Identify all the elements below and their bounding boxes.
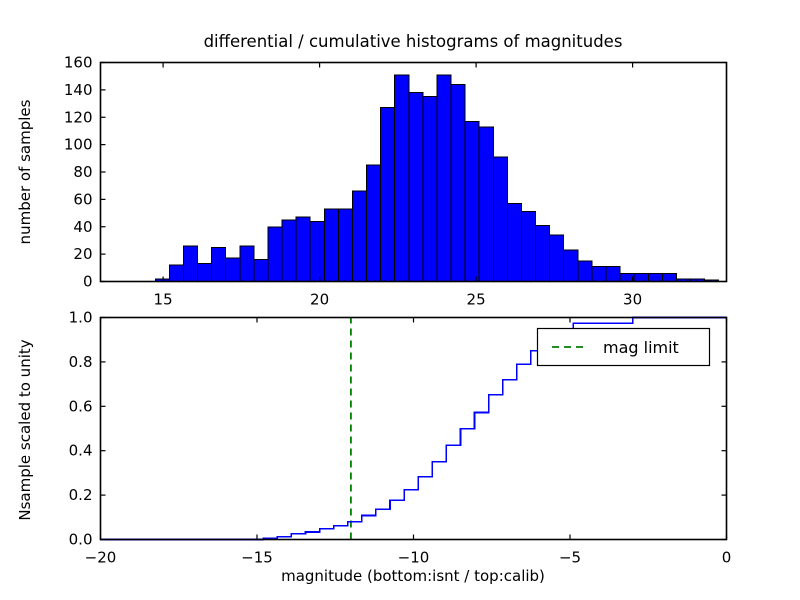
histogram-bar: [367, 165, 381, 281]
bottom-y-axis-label: Nsample scaled to unity: [16, 339, 34, 520]
figure-title: differential / cumulative histograms of …: [204, 32, 623, 51]
x-tick-label: 25: [467, 291, 486, 309]
y-tick-label: 60: [73, 190, 92, 208]
histogram-bar: [437, 75, 451, 282]
histogram-bar: [282, 220, 296, 282]
histogram-bar: [536, 225, 550, 281]
histogram-bar: [254, 260, 268, 282]
y-tick-label: 0.8: [69, 353, 93, 371]
matplotlib-figure: differential / cumulative histograms of …: [0, 0, 800, 600]
y-tick-label: 0.2: [69, 486, 93, 504]
top-y-axis-label: number of samples: [16, 99, 34, 244]
x-tick-label: 15: [154, 291, 173, 309]
y-tick-label: 120: [64, 108, 93, 126]
histogram-bar: [564, 250, 578, 281]
histogram-bar: [507, 203, 521, 281]
x-tick-label: 30: [623, 291, 642, 309]
legend[interactable]: mag limit: [538, 329, 710, 366]
x-tick-label: 0: [722, 549, 732, 567]
histogram-bar: [479, 127, 493, 282]
histogram-bar: [592, 266, 606, 281]
x-tick-label: −15: [241, 549, 273, 567]
y-tick-label: 0.0: [69, 531, 93, 549]
histogram-bar: [226, 258, 240, 281]
histogram-bar: [465, 121, 479, 281]
y-tick-label: 0.6: [69, 397, 93, 415]
histogram-bar: [578, 261, 592, 282]
y-tick-label: 100: [64, 136, 93, 154]
histogram-bar: [212, 247, 226, 281]
histogram-bar: [198, 264, 212, 282]
histogram-bar: [409, 93, 423, 282]
histogram-bar: [352, 191, 366, 281]
histogram-bar: [324, 209, 338, 282]
histogram-bar: [634, 273, 648, 281]
histogram-bar: [296, 217, 310, 281]
figure-canvas: differential / cumulative histograms of …: [0, 0, 800, 600]
y-tick-label: 160: [64, 54, 93, 72]
bottom-y-tick-labels: 0.0 0.2 0.4 0.6 0.8 1.0: [69, 309, 93, 549]
histogram-bar: [423, 97, 437, 282]
histogram-bar: [606, 266, 620, 281]
x-axis-label: magnitude (bottom:isnt / top:calib): [281, 567, 545, 585]
top-y-tick-labels: 0 20 40 60 80 100 120 140 160: [64, 54, 93, 291]
y-tick-label: 1.0: [69, 309, 93, 327]
y-tick-label: 20: [73, 245, 92, 263]
y-tick-label: 0.4: [69, 442, 93, 460]
y-tick-label: 80: [73, 163, 92, 181]
bottom-axes-cumulative-histogram: −20 −15 −10 −5 0 0.0 0.2 0.4 0.6 0.8 1.0 Nsample …: [16, 309, 731, 586]
histogram-bar: [338, 209, 352, 282]
histogram-bar: [395, 75, 409, 282]
histogram-bar: [550, 235, 564, 282]
histogram-bar: [662, 273, 676, 281]
histogram-bar: [169, 265, 183, 281]
y-tick-label: 40: [73, 218, 92, 236]
top-x-tick-labels: 15 20 25 30: [154, 291, 643, 309]
histogram-bar: [451, 84, 465, 281]
histogram-bar: [268, 227, 282, 282]
x-tick-label: −5: [559, 549, 581, 567]
histogram-bars: [155, 75, 718, 282]
x-tick-label: 20: [310, 291, 329, 309]
y-tick-label: 0: [83, 273, 93, 291]
legend-entry-mag-limit: mag limit: [603, 338, 679, 357]
histogram-bar: [521, 212, 535, 282]
x-tick-label: −20: [85, 549, 117, 567]
y-tick-label: 140: [64, 81, 93, 99]
x-tick-label: −10: [398, 549, 430, 567]
bottom-x-tick-labels: −20 −15 −10 −5 0: [85, 549, 732, 567]
histogram-bar: [493, 157, 507, 282]
top-axes-differential-histogram: 15 20 25 30 0 20 40 60 80 100 120 140 160 number of…: [16, 54, 727, 309]
histogram-bar: [240, 246, 254, 282]
histogram-bar: [183, 246, 197, 282]
histogram-bar: [648, 273, 662, 281]
histogram-bar: [310, 221, 324, 281]
histogram-bar: [381, 108, 395, 282]
